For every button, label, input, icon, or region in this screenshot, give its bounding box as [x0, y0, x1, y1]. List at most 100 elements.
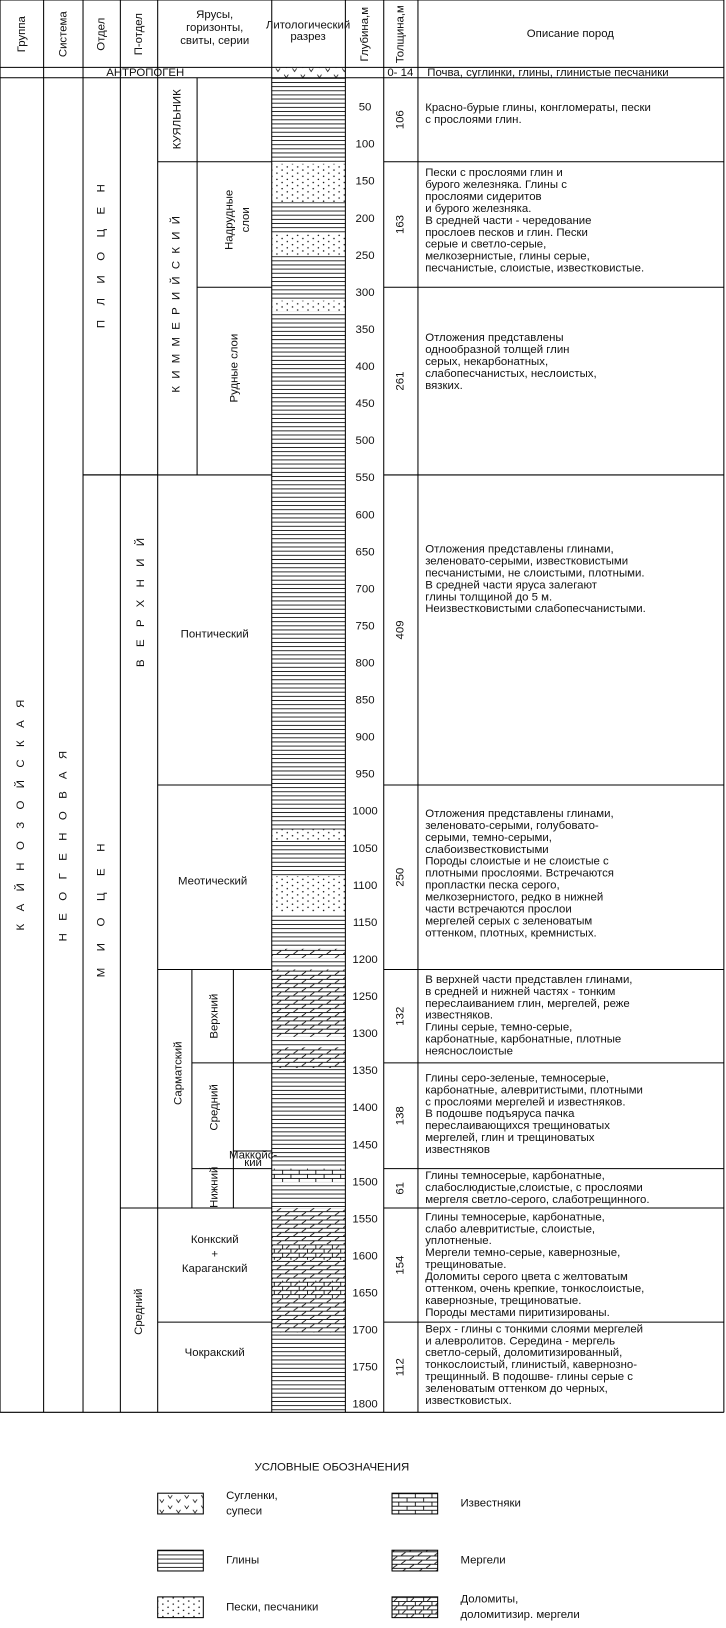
unit-description: Глины серо-зеленые, темносерые,	[425, 1072, 609, 1084]
unit-description: В средней части - чередование	[425, 215, 591, 227]
unit-description: кавернозные, трещиноватые.	[425, 1295, 581, 1307]
unit-description: трещинный. В подошве- глины серые с	[425, 1371, 633, 1383]
depth-label: 350	[356, 324, 375, 336]
lithology-layer	[271, 1047, 346, 1069]
horizon-name: Маккойс-	[229, 1150, 277, 1162]
lithology-layer	[271, 1068, 346, 1152]
depth-label: 1300	[352, 1028, 377, 1040]
unit-description: части встречаются прослои	[425, 903, 572, 915]
depth-label: 1650	[352, 1288, 377, 1300]
depth-label: 1500	[352, 1176, 377, 1188]
legend-swatch	[157, 1492, 204, 1515]
unit-name: Надрудные	[223, 190, 235, 250]
depth-label: 850	[356, 695, 375, 707]
depth-label: 1150	[353, 917, 378, 929]
header-cell: Описание пород	[527, 28, 614, 40]
depth-label: 1450	[352, 1139, 377, 1151]
lithology-layer	[271, 1036, 346, 1048]
lithology-layer	[271, 163, 346, 203]
unit-description: Неизвестковистыми слабопесчанистыми.	[425, 603, 646, 615]
unit-description: Пески с прослоями глин и	[425, 167, 563, 179]
superstage-name: Сарматский	[172, 1042, 184, 1105]
unit-description: зеленовато-серыми, голубовато-	[425, 820, 599, 832]
anthropogene-thickness: 0- 14	[387, 67, 413, 79]
legend-label: Доломиты,	[460, 1593, 518, 1605]
depth-label: 1600	[352, 1250, 377, 1262]
legend-label: Сугленки,	[226, 1490, 278, 1502]
unit-name: слои	[240, 207, 252, 232]
depth-label: 1400	[352, 1102, 377, 1114]
header-cell: Группа	[16, 16, 28, 53]
header-cell: свиты, серии	[180, 35, 249, 47]
unit-description: Красно-бурые глины, конгломераты, пески	[425, 102, 651, 114]
unit-description: с прослоями мергелей и известняков.	[425, 1096, 625, 1108]
unit-description: Верх - глины с тонкими слоями мергелей	[425, 1323, 643, 1335]
unit-description: Отложения представлены глинами,	[425, 808, 613, 820]
depth-label: 550	[356, 472, 375, 484]
header-cell: Ярусы,	[196, 9, 233, 21]
unit-description: Глины темносерые, карбонатные,	[425, 1170, 605, 1182]
unit-thickness: 132	[394, 1007, 406, 1026]
lithology-layer	[271, 1322, 346, 1333]
unit-description: В средней части яруса залегают	[425, 579, 598, 591]
lithology-layer	[271, 1280, 346, 1299]
unit-description: слабослюдистые,слоистые, с прослоями	[425, 1182, 643, 1194]
lithology-layer	[271, 256, 346, 301]
depth-label: 400	[356, 361, 375, 373]
lithology-layer	[271, 912, 346, 949]
horizon-name: кий	[244, 1157, 262, 1169]
header-cell: П-отдел	[133, 13, 145, 55]
depth-label: 750	[356, 620, 375, 632]
legend-swatch	[391, 1596, 439, 1619]
division-name: МИОЦЕН	[96, 827, 108, 977]
unit-description: пропластки песка серого,	[425, 880, 559, 892]
unit-description: В подошве подъяруса пачка	[425, 1108, 575, 1120]
unit-description: светло-серый, доломитизированный,	[425, 1347, 622, 1359]
unit-description: прослоями сидеритов	[425, 191, 541, 203]
unit-description: оттенком, плотных, кремнистых.	[425, 927, 596, 939]
unit-description: неяснослоистые	[425, 1045, 513, 1057]
unit-name: Понтический	[181, 629, 249, 641]
header-cell: Глубина,м	[359, 7, 371, 62]
unit-description: слабопесчанистых, неслоистых,	[425, 368, 596, 380]
depth-label: 950	[356, 769, 375, 781]
unit-description: оттенком, очень крепкие, тонкослоистые,	[425, 1283, 644, 1295]
unit-name: Конкский	[191, 1234, 239, 1246]
unit-name: Караганский	[182, 1263, 248, 1275]
unit-description: в средней и нижней частях - тонким	[425, 986, 615, 998]
lithology-layer	[271, 67, 346, 78]
depth-label: 1350	[352, 1065, 377, 1077]
lithology-layer	[271, 233, 346, 257]
legend-label: доломитизир. мергели	[460, 1609, 579, 1621]
depth-label: 500	[356, 435, 375, 447]
lithology-layer	[271, 300, 346, 312]
division-name: ПЛИОЦЕН	[96, 170, 108, 329]
unit-description: плотными прослоями. Встречаются	[425, 868, 614, 880]
depth-label: 700	[356, 583, 375, 595]
unit-name: Верхний	[209, 994, 221, 1039]
unit-description: зеленоватым оттенком до черных,	[425, 1383, 608, 1395]
unit-description: уплотненые.	[425, 1235, 492, 1247]
depth-label: 150	[356, 176, 375, 188]
lithology-layer	[271, 1259, 346, 1281]
depth-label: 250	[356, 250, 375, 262]
depth-label: 100	[356, 139, 375, 151]
unit-thickness: 163	[394, 215, 406, 234]
lithology-layer	[271, 1332, 346, 1413]
lithology-layer	[271, 958, 346, 970]
legend-swatch	[391, 1549, 439, 1572]
unit-description: Породы слоистые и не слоистые с	[425, 856, 609, 868]
depth-label: 1750	[352, 1362, 377, 1374]
unit-description: вязких.	[425, 380, 463, 392]
header-cell: Отдел	[96, 18, 108, 51]
unit-description: прослоев песков и глин. Пески	[425, 227, 588, 239]
depth-label: 200	[356, 213, 375, 225]
unit-thickness: 112	[394, 1358, 406, 1376]
legend-swatch	[157, 1549, 204, 1572]
unit-description: Породы местами пиритизированы.	[425, 1307, 610, 1319]
legend-label: Известняки	[460, 1498, 520, 1510]
unit-description: трещиноватые.	[425, 1259, 506, 1271]
lithology-layer	[271, 1182, 346, 1209]
